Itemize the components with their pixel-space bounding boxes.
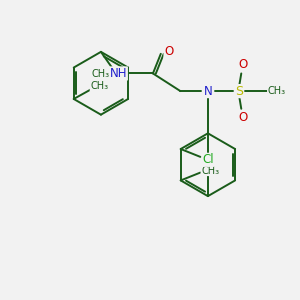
Text: O: O	[164, 45, 173, 58]
Text: S: S	[235, 85, 243, 98]
Text: NH: NH	[110, 67, 127, 80]
Text: CH₃: CH₃	[92, 69, 110, 80]
Text: Cl: Cl	[202, 153, 214, 166]
Text: CH₃: CH₃	[201, 166, 219, 176]
Text: N: N	[203, 85, 212, 98]
Text: CH₃: CH₃	[90, 81, 108, 91]
Text: O: O	[238, 58, 248, 71]
Text: O: O	[238, 111, 248, 124]
Text: CH₃: CH₃	[268, 86, 286, 96]
